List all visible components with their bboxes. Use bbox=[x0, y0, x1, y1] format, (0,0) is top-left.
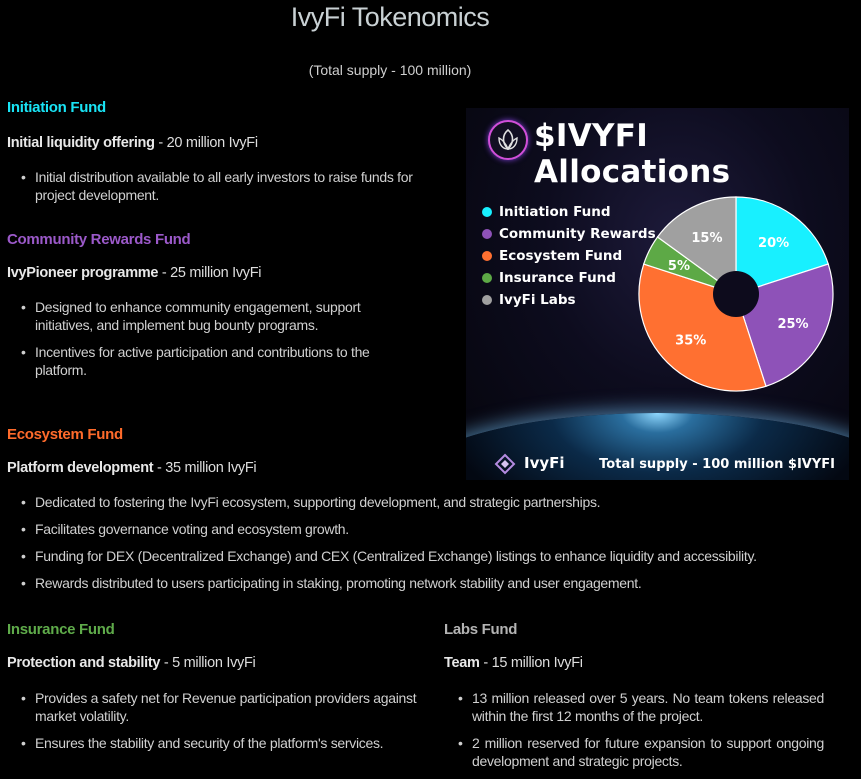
insurance-item-title: Protection and stability bbox=[7, 655, 161, 671]
ecosystem-item-amount: - 35 million IvyFi bbox=[153, 460, 257, 476]
pie-slice-label: 35% bbox=[675, 333, 706, 348]
community-fund-heading: Community Rewards Fund bbox=[7, 231, 191, 248]
planet-horizon bbox=[466, 413, 849, 480]
pie-slice bbox=[735, 263, 834, 388]
initiation-bullets: Initial distribution available to all ea… bbox=[7, 168, 447, 213]
list-item: Incentives for active participation and … bbox=[7, 343, 407, 379]
labs-bullets: 13 million released over 5 years. No tea… bbox=[444, 689, 824, 779]
legend-label: IvyFi Labs bbox=[499, 292, 576, 308]
insurance-fund-heading: Insurance Fund bbox=[7, 621, 115, 638]
legend-swatch bbox=[482, 229, 492, 239]
poster-title: $IVYFI Allocations bbox=[534, 118, 731, 190]
legend-entry: Ecosystem Fund bbox=[482, 245, 656, 267]
labs-fund-heading: Labs Fund bbox=[444, 621, 518, 638]
pie-slice-label: 20% bbox=[758, 236, 789, 251]
list-item: Facilitates governance voting and ecosys… bbox=[7, 520, 827, 538]
legend-swatch bbox=[482, 207, 492, 217]
pie-slice-label: 5% bbox=[668, 259, 690, 274]
list-item: Dedicated to fostering the IvyFi ecosyst… bbox=[7, 493, 827, 511]
community-item-amount: - 25 million IvyFi bbox=[158, 265, 262, 281]
labs-item-amount: - 15 million IvyFi bbox=[479, 655, 583, 671]
pie-slice-label: 15% bbox=[691, 231, 722, 246]
legend-swatch bbox=[482, 251, 492, 261]
legend-label: Community Rewards bbox=[499, 226, 656, 242]
list-item: Funding for DEX (Decentralized Exchange)… bbox=[7, 547, 827, 565]
ecosystem-item-title: Platform development bbox=[7, 460, 154, 476]
ecosystem-fund-heading: Ecosystem Fund bbox=[7, 426, 123, 443]
list-item: 13 million released over 5 years. No tea… bbox=[444, 689, 824, 725]
ivyfi-logo-icon bbox=[494, 453, 516, 475]
list-item: 2 million reserved for future expansion … bbox=[444, 734, 824, 770]
legend-swatch bbox=[482, 273, 492, 283]
legend-entry: Insurance Fund bbox=[482, 267, 656, 289]
community-fund-item: IvyPioneer programme - 25 million IvyFi bbox=[7, 265, 262, 281]
initiation-item-amount: - 20 million IvyFi bbox=[154, 135, 258, 151]
list-item: Initial distribution available to all ea… bbox=[7, 168, 447, 204]
ecosystem-bullets: Dedicated to fostering the IvyFi ecosyst… bbox=[7, 493, 827, 601]
legend-label: Initiation Fund bbox=[499, 204, 611, 220]
legend-entry: Community Rewards bbox=[482, 223, 656, 245]
initiation-item-title: Initial liquidity offering bbox=[7, 135, 155, 151]
list-item: Rewards distributed to users participati… bbox=[7, 574, 827, 592]
list-item: Designed to enhance community engagement… bbox=[7, 298, 407, 334]
labs-item-title: Team bbox=[444, 655, 480, 671]
ivy-leaf-icon bbox=[488, 120, 528, 160]
initiation-fund-heading: Initiation Fund bbox=[7, 99, 106, 116]
insurance-bullets: Provides a safety net for Revenue partic… bbox=[7, 689, 437, 761]
list-item: Ensures the stability and security of th… bbox=[7, 734, 437, 752]
initiation-fund-item: Initial liquidity offering - 20 million … bbox=[7, 135, 258, 151]
list-item: Provides a safety net for Revenue partic… bbox=[7, 689, 437, 725]
community-item-title: IvyPioneer programme bbox=[7, 265, 159, 281]
pie-slice bbox=[735, 196, 830, 295]
page-title: IvyFi Tokenomics bbox=[290, 2, 490, 32]
pie-slice bbox=[656, 196, 737, 296]
legend-swatch bbox=[482, 295, 492, 305]
legend-label: Ecosystem Fund bbox=[499, 248, 623, 264]
insurance-fund-item: Protection and stability - 5 million Ivy… bbox=[7, 655, 256, 671]
labs-fund-item: Team - 15 million IvyFi bbox=[444, 655, 583, 671]
legend-entry: IvyFi Labs bbox=[482, 289, 656, 311]
donut-hole bbox=[713, 271, 759, 317]
poster-total-supply: Total supply - 100 million $IVYFI bbox=[599, 457, 835, 472]
allocation-poster: $IVYFI Allocations Initiation Fund Commu… bbox=[466, 108, 849, 480]
legend-label: Insurance Fund bbox=[499, 270, 616, 286]
allocation-pie-chart: 20% 25% 35% 5%15% bbox=[638, 196, 834, 392]
page-subtitle: (Total supply - 100 million) bbox=[308, 62, 472, 78]
poster-brand: IvyFi bbox=[524, 454, 565, 472]
pie-slice-label: 25% bbox=[777, 317, 808, 332]
community-bullets: Designed to enhance community engagement… bbox=[7, 298, 407, 388]
legend-entry: Initiation Fund bbox=[482, 201, 656, 223]
ecosystem-fund-item: Platform development - 35 million IvyFi bbox=[7, 460, 257, 476]
insurance-item-amount: - 5 million IvyFi bbox=[160, 655, 256, 671]
chart-legend: Initiation Fund Community Rewards Ecosys… bbox=[482, 201, 656, 311]
